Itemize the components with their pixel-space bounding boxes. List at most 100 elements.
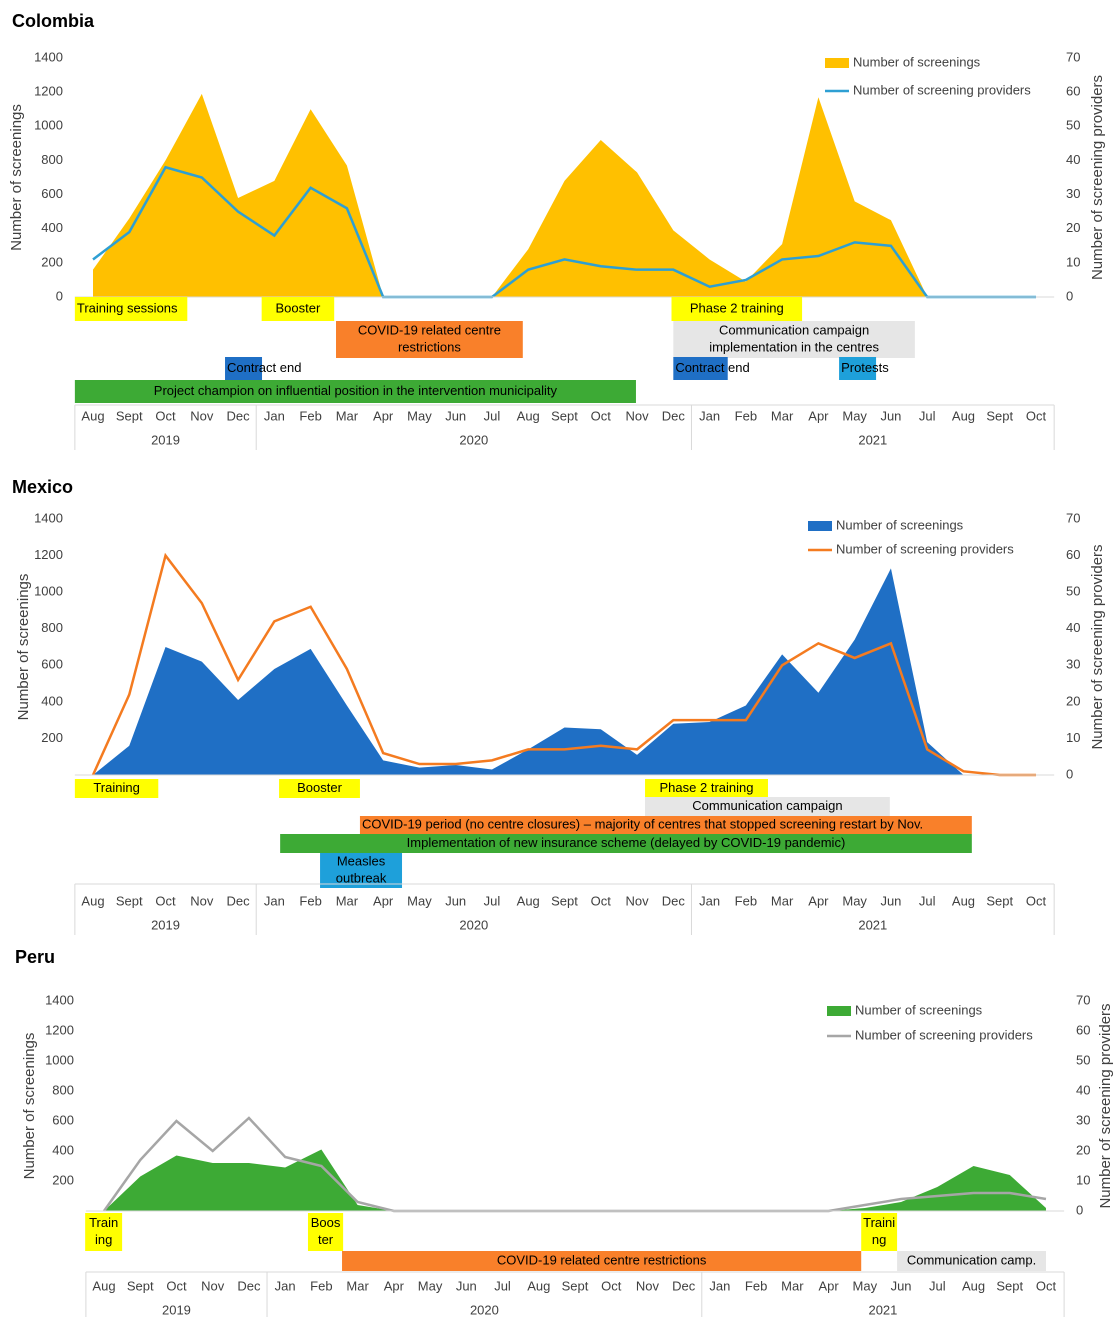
year-label: 2019	[162, 1302, 191, 1317]
y-tick-label: 400	[41, 693, 63, 708]
annotation-label: implementation in the centres	[709, 339, 879, 354]
year-label: 2020	[470, 1302, 499, 1317]
annotation-label: Implementation of new insurance scheme (…	[407, 835, 846, 850]
y-tick-label: 800	[41, 152, 63, 167]
y2-axis-label: Number of screening providers	[1089, 75, 1106, 280]
month-label: Jul	[484, 408, 501, 423]
month-label: Dec	[662, 408, 686, 423]
month-label: Oct	[1036, 1278, 1057, 1293]
month-label: Sept	[116, 408, 143, 423]
y-axis-label: Number of screenings	[21, 1033, 38, 1180]
month-label: Jan	[699, 408, 720, 423]
year-label: 2020	[459, 917, 488, 932]
y-tick-label: 1000	[45, 1052, 74, 1067]
legend-label: Number of screening providers	[836, 541, 1014, 556]
annotation-label: COVID-19 related centre restrictions	[497, 1252, 707, 1267]
annotation-box	[359, 816, 972, 834]
month-label: Jan	[699, 893, 720, 908]
month-label: Aug	[517, 893, 540, 908]
y2-tick-label: 40	[1076, 1082, 1090, 1097]
month-label: Jun	[891, 1278, 912, 1293]
annotation-box	[645, 797, 890, 816]
year-label: 2021	[858, 917, 887, 932]
month-label: Nov	[201, 1278, 225, 1293]
month-label: Oct	[591, 893, 612, 908]
annotation-label: Project champion on influential position…	[154, 383, 558, 398]
month-label: Sept	[127, 1278, 154, 1293]
month-label: Aug	[92, 1278, 115, 1293]
month-label: Aug	[952, 893, 975, 908]
month-label: Oct	[1026, 408, 1047, 423]
y-tick-label: 1000	[34, 118, 63, 133]
month-label: Mar	[346, 1278, 369, 1293]
legend-swatch	[827, 1006, 851, 1016]
month-label: Mar	[336, 408, 359, 423]
month-label: Nov	[625, 408, 649, 423]
month-label: Oct	[1026, 893, 1047, 908]
chart-title: Mexico	[12, 477, 73, 497]
y-tick-label: 600	[52, 1112, 74, 1127]
month-label: Dec	[662, 893, 686, 908]
month-label: Aug	[952, 408, 975, 423]
y2-tick-label: 70	[1066, 510, 1080, 525]
month-label: Aug	[81, 893, 104, 908]
month-label: Apr	[373, 893, 394, 908]
month-label: Jun	[445, 893, 466, 908]
annotation-box	[74, 380, 636, 403]
y2-tick-label: 40	[1066, 152, 1080, 167]
chart-title: Colombia	[12, 11, 95, 31]
month-label: Jun	[445, 408, 466, 423]
year-label: 2019	[151, 917, 180, 932]
annotation-box	[673, 357, 728, 380]
annotation-label: Contract end	[675, 360, 749, 375]
annotation-box	[671, 297, 803, 321]
annotation-label: ng	[872, 1232, 886, 1247]
y2-tick-label: 0	[1066, 288, 1073, 303]
month-label: May	[407, 893, 432, 908]
y2-tick-label: 40	[1066, 620, 1080, 635]
providers-line	[91, 552, 1037, 777]
month-label: Jul	[484, 893, 501, 908]
month-label: Apr	[808, 408, 829, 423]
month-label: Dec	[672, 1278, 696, 1293]
month-label: May	[407, 408, 432, 423]
annotation-box	[74, 297, 188, 321]
annotation-box	[336, 321, 523, 358]
annotation-box	[74, 779, 159, 798]
month-label: Feb	[745, 1278, 767, 1293]
month-label: Jun	[880, 408, 901, 423]
y-tick-label: 200	[41, 254, 63, 269]
annotation-label: Training sessions	[77, 300, 178, 315]
annotation-label: Communication campaign	[719, 322, 869, 337]
y-tick-label: 800	[41, 620, 63, 635]
month-label: May	[842, 893, 867, 908]
y2-tick-label: 60	[1066, 547, 1080, 562]
annotation-label: Measles	[337, 853, 386, 868]
y2-tick-label: 30	[1066, 657, 1080, 672]
month-label: Mar	[771, 408, 794, 423]
y2-tick-label: 50	[1066, 118, 1080, 133]
annotation-label: restrictions	[398, 339, 461, 354]
month-label: Jul	[494, 1278, 511, 1293]
y-tick-label: 400	[41, 220, 63, 235]
annotation-box	[645, 779, 768, 798]
y2-tick-label: 20	[1076, 1142, 1090, 1157]
annotation-box	[897, 1251, 1046, 1271]
y2-tick-label: 10	[1066, 730, 1080, 745]
month-label: Sept	[986, 408, 1013, 423]
y-tick-label: 1400	[34, 49, 63, 64]
month-label: Apr	[808, 893, 829, 908]
y2-tick-label: 0	[1066, 766, 1073, 781]
month-label: May	[418, 1278, 443, 1293]
y-tick-label: 400	[52, 1142, 74, 1157]
y-tick-label: 200	[41, 730, 63, 745]
y-tick-label: 0	[56, 288, 63, 303]
month-label: Sept	[551, 408, 578, 423]
annotation-box	[861, 1213, 898, 1251]
annotation-label: Contract end	[227, 360, 301, 375]
month-label: Sept	[986, 893, 1013, 908]
annotation-label: Training	[93, 780, 139, 795]
month-label: Aug	[517, 408, 540, 423]
y-tick-label: 1200	[34, 84, 63, 99]
